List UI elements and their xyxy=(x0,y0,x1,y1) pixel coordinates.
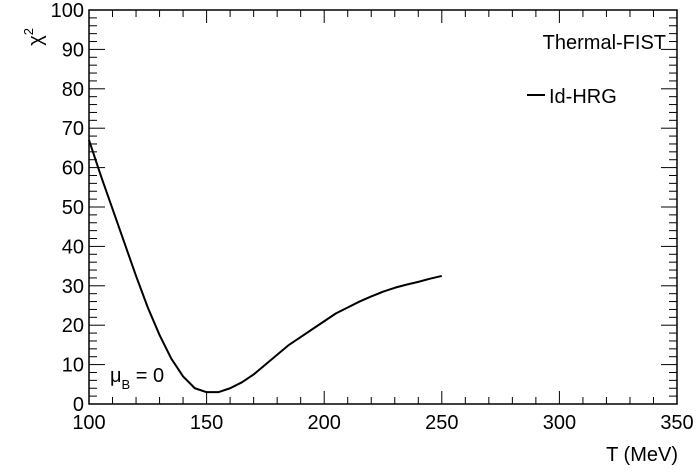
x-tick-label: 350 xyxy=(660,412,693,434)
y-tick-label: 10 xyxy=(62,355,84,377)
series-line-id-hrg xyxy=(88,139,443,394)
annotation-base: μ xyxy=(110,365,122,387)
y-tick-label: 30 xyxy=(62,276,84,298)
x-axis-title: T (MeV) xyxy=(606,444,678,466)
y-tick-label: 60 xyxy=(62,158,84,180)
series-layer xyxy=(88,139,443,394)
y-tick-label: 40 xyxy=(62,236,84,258)
x-tick-label: 150 xyxy=(190,412,223,434)
legend: Id-HRG xyxy=(527,86,617,108)
y-axis-title: χ2 xyxy=(21,28,47,46)
y-tick-label: 20 xyxy=(62,315,84,337)
annotation-rest: = 0 xyxy=(130,365,164,387)
x-tick-label: 250 xyxy=(425,412,458,434)
annotation-sub: B xyxy=(122,377,131,392)
y-tick-label: 50 xyxy=(62,197,84,219)
y-tick-label: 90 xyxy=(62,39,84,61)
x-tick-label: 100 xyxy=(72,412,105,434)
y-tick-label: 100 xyxy=(51,0,84,22)
mu-b-annotation: μB = 0 xyxy=(110,365,164,392)
x-tick-label: 300 xyxy=(543,412,576,434)
x-tick-label: 200 xyxy=(308,412,341,434)
y-tick-label: 80 xyxy=(62,79,84,101)
legend-entry-id-hrg: Id-HRG xyxy=(549,86,617,108)
y-axis-title-base: χ xyxy=(25,35,47,46)
axis-tick-labels: 100 150 200 250 300 350 0 10 20 30 40 50 60 70 80 90 100 xyxy=(51,0,694,434)
legend-header: Thermal-FIST xyxy=(543,32,666,54)
y-tick-label: 70 xyxy=(62,118,84,140)
y-tick-label: 0 xyxy=(73,394,84,416)
y-axis-title-sup: 2 xyxy=(21,28,36,35)
